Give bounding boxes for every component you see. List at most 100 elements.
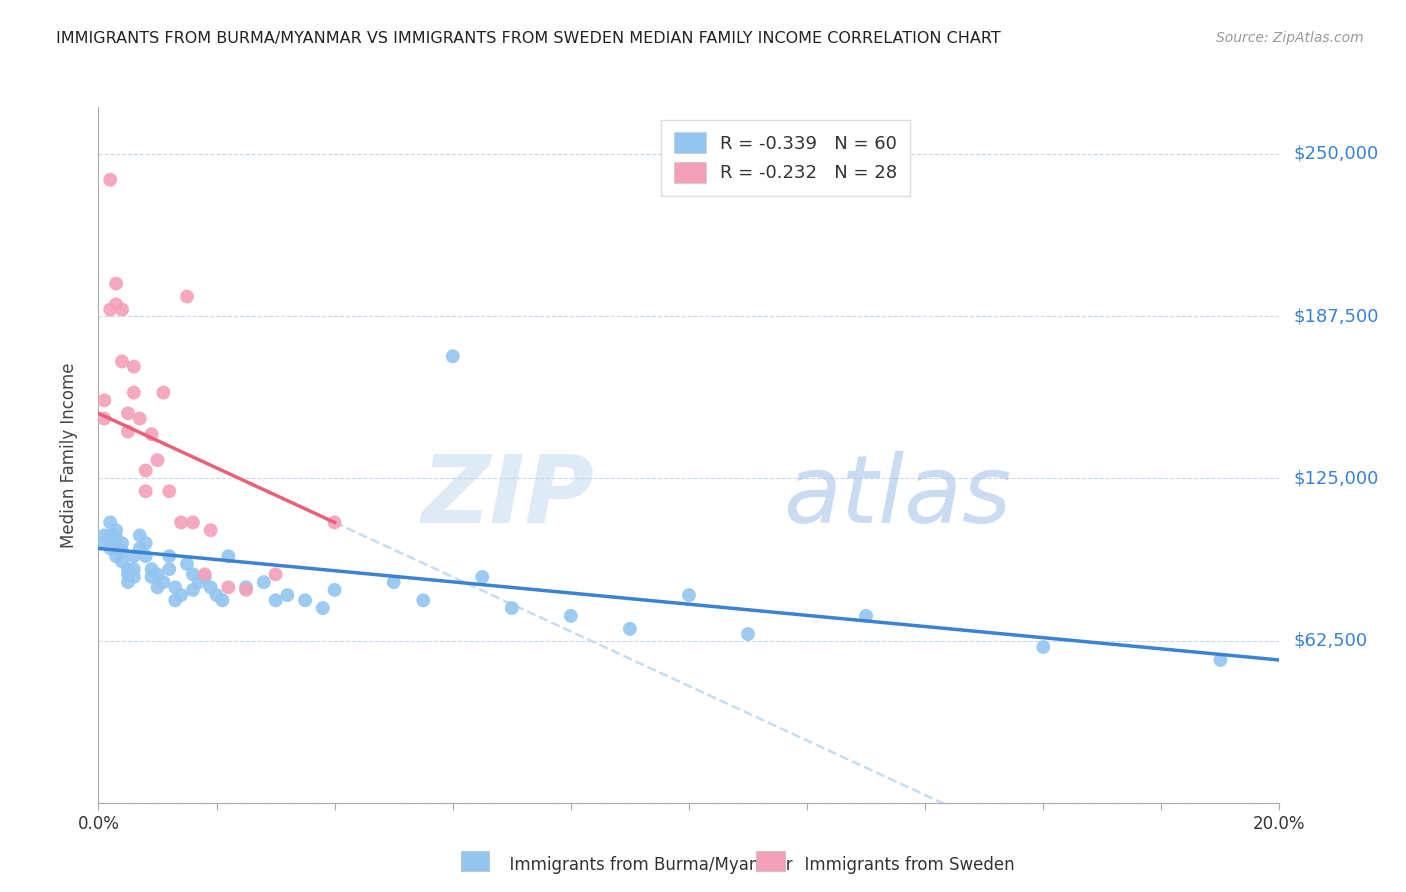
Point <box>276 588 298 602</box>
Point <box>165 593 187 607</box>
Text: $187,500: $187,500 <box>1294 307 1379 325</box>
Point <box>111 544 134 558</box>
Point <box>105 297 128 311</box>
Point <box>382 575 405 590</box>
Point <box>157 562 180 576</box>
Point <box>412 593 434 607</box>
Point <box>146 567 169 582</box>
Text: $62,500: $62,500 <box>1294 632 1368 649</box>
Point <box>141 570 163 584</box>
Point <box>217 549 239 564</box>
Point <box>211 593 233 607</box>
Point <box>194 567 217 582</box>
Point <box>471 570 494 584</box>
Point <box>98 528 121 542</box>
Point <box>135 549 157 564</box>
Legend: R = -0.339   N = 60, R = -0.232   N = 28: R = -0.339 N = 60, R = -0.232 N = 28 <box>661 120 910 195</box>
Point <box>235 582 257 597</box>
Point <box>157 549 180 564</box>
Point <box>111 302 134 317</box>
Point <box>111 354 134 368</box>
Point <box>111 536 134 550</box>
Point <box>128 541 150 556</box>
Point <box>141 427 163 442</box>
Point <box>441 349 464 363</box>
Point <box>93 528 115 542</box>
Point <box>560 608 582 623</box>
Point <box>105 277 128 291</box>
Point <box>93 536 115 550</box>
Point <box>176 289 198 303</box>
Point <box>1032 640 1054 654</box>
Point <box>170 516 193 530</box>
Text: Source: ZipAtlas.com: Source: ZipAtlas.com <box>1216 31 1364 45</box>
Point <box>111 554 134 568</box>
Point <box>264 593 287 607</box>
Point <box>323 516 346 530</box>
Point <box>105 549 128 564</box>
Point <box>176 557 198 571</box>
Point <box>217 580 239 594</box>
Point <box>117 575 139 590</box>
Point <box>105 531 128 545</box>
Point <box>165 580 187 594</box>
Point <box>253 575 276 590</box>
Point <box>128 411 150 425</box>
Point <box>678 588 700 602</box>
Point <box>152 575 174 590</box>
Point <box>122 562 145 576</box>
Point <box>294 593 316 607</box>
Point <box>200 580 222 594</box>
Point <box>117 562 139 576</box>
Point <box>1209 653 1232 667</box>
Text: Immigrants from Burma/Myanmar: Immigrants from Burma/Myanmar <box>499 856 793 874</box>
Point <box>98 302 121 317</box>
Point <box>146 580 169 594</box>
Point <box>323 582 346 597</box>
Point <box>181 582 204 597</box>
Point <box>117 406 139 420</box>
Point <box>181 516 204 530</box>
Point <box>146 453 169 467</box>
Text: $125,000: $125,000 <box>1294 469 1379 487</box>
Point <box>181 567 204 582</box>
Point <box>170 588 193 602</box>
Point <box>619 622 641 636</box>
Point <box>105 541 128 556</box>
Point <box>157 484 180 499</box>
Point <box>264 567 287 582</box>
Point <box>117 567 139 582</box>
Y-axis label: Median Family Income: Median Family Income <box>59 362 77 548</box>
Text: ZIP: ZIP <box>422 450 595 542</box>
Point <box>117 425 139 439</box>
Point <box>122 570 145 584</box>
Point <box>128 528 150 542</box>
Point <box>205 588 228 602</box>
Point <box>98 516 121 530</box>
Text: IMMIGRANTS FROM BURMA/MYANMAR VS IMMIGRANTS FROM SWEDEN MEDIAN FAMILY INCOME COR: IMMIGRANTS FROM BURMA/MYANMAR VS IMMIGRA… <box>56 31 1001 46</box>
Point <box>122 549 145 564</box>
Point <box>855 608 877 623</box>
Point <box>235 580 257 594</box>
Point <box>135 484 157 499</box>
Point <box>501 601 523 615</box>
Text: $250,000: $250,000 <box>1294 145 1379 162</box>
Point <box>98 172 121 186</box>
Point <box>98 541 121 556</box>
Point <box>122 385 145 400</box>
Point <box>737 627 759 641</box>
Text: Immigrants from Sweden: Immigrants from Sweden <box>794 856 1015 874</box>
Point <box>200 523 222 537</box>
Point <box>194 570 217 584</box>
Point <box>93 411 115 425</box>
Point <box>312 601 335 615</box>
Point <box>152 385 174 400</box>
Point <box>93 393 115 408</box>
Point <box>141 562 163 576</box>
Point <box>135 463 157 477</box>
Point <box>105 523 128 537</box>
Point <box>187 575 209 590</box>
Point <box>135 536 157 550</box>
Point <box>122 359 145 374</box>
Text: atlas: atlas <box>783 451 1012 542</box>
